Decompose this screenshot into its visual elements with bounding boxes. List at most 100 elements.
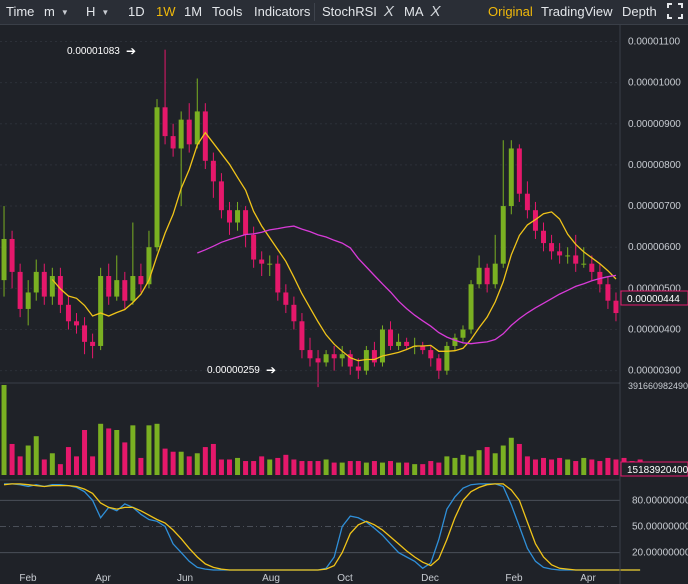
- candle[interactable]: [33, 259, 39, 301]
- candle[interactable]: [1, 206, 7, 297]
- grid-lines: [0, 40, 620, 372]
- candle[interactable]: [460, 325, 466, 342]
- volume-bar: [323, 459, 329, 475]
- candle[interactable]: [589, 255, 595, 281]
- interval-1d-button[interactable]: 1D: [128, 4, 145, 19]
- interval-1w-button[interactable]: 1W: [156, 4, 176, 19]
- interval-1m-button[interactable]: 1M: [184, 4, 203, 19]
- candle-body: [549, 243, 555, 252]
- candle[interactable]: [371, 341, 377, 367]
- candle[interactable]: [565, 247, 571, 264]
- candle-body: [218, 181, 224, 211]
- view-tradingview-button[interactable]: TradingView: [541, 4, 613, 19]
- candle[interactable]: [9, 230, 15, 289]
- view-original-button[interactable]: Original: [488, 4, 533, 19]
- candle[interactable]: [355, 358, 361, 379]
- candle[interactable]: [476, 255, 482, 289]
- time-button[interactable]: Time: [6, 4, 35, 19]
- candlestick-series[interactable]: [1, 49, 619, 388]
- candle[interactable]: [130, 222, 136, 305]
- candle[interactable]: [170, 123, 176, 157]
- candle[interactable]: [202, 103, 208, 170]
- close-icon[interactable]: X: [383, 3, 394, 20]
- candle[interactable]: [307, 337, 313, 367]
- candle[interactable]: [524, 181, 530, 219]
- candle[interactable]: [267, 255, 273, 277]
- candle[interactable]: [235, 201, 241, 231]
- candle[interactable]: [613, 292, 619, 322]
- candle[interactable]: [492, 234, 498, 289]
- candle[interactable]: [444, 341, 450, 375]
- candle[interactable]: [428, 345, 434, 367]
- candle[interactable]: [581, 247, 587, 268]
- candle[interactable]: [98, 267, 104, 351]
- candle[interactable]: [549, 234, 555, 260]
- minute-interval-dropdown[interactable]: m ▼: [44, 0, 69, 24]
- tools-button[interactable]: Tools: [212, 4, 243, 19]
- candle[interactable]: [323, 350, 329, 367]
- candle[interactable]: [90, 333, 96, 359]
- candle[interactable]: [17, 263, 23, 318]
- candle[interactable]: [41, 263, 47, 305]
- candle[interactable]: [404, 337, 410, 351]
- candle[interactable]: [339, 345, 345, 367]
- candle[interactable]: [259, 251, 265, 277]
- ma-indicator-tag[interactable]: MA X: [404, 0, 441, 24]
- expand-icon[interactable]: [666, 2, 684, 26]
- candle[interactable]: [605, 276, 611, 309]
- candle[interactable]: [436, 354, 442, 379]
- candle[interactable]: [420, 341, 426, 355]
- close-icon[interactable]: X: [430, 3, 441, 20]
- candle[interactable]: [396, 333, 402, 351]
- price-chart[interactable]: 0.00001100 0.00001000 0.00000900 0.00000800…: [0, 25, 688, 584]
- candle[interactable]: [291, 296, 297, 330]
- candle[interactable]: [106, 263, 112, 305]
- candle[interactable]: [138, 263, 144, 293]
- candle[interactable]: [210, 152, 216, 198]
- candle[interactable]: [452, 333, 458, 351]
- candle[interactable]: [65, 296, 71, 330]
- candle[interactable]: [484, 263, 490, 293]
- candle[interactable]: [508, 140, 514, 215]
- candle[interactable]: [299, 313, 305, 359]
- toolbar-divider: [314, 3, 315, 21]
- candle[interactable]: [315, 350, 321, 388]
- candle[interactable]: [573, 234, 579, 272]
- candle[interactable]: [73, 313, 79, 334]
- volume-bar: [98, 423, 104, 475]
- candle[interactable]: [275, 255, 281, 301]
- candle[interactable]: [154, 99, 160, 252]
- candle[interactable]: [186, 103, 192, 153]
- view-depth-button[interactable]: Depth: [622, 4, 657, 19]
- candle[interactable]: [500, 140, 506, 268]
- candle[interactable]: [532, 201, 538, 239]
- candle[interactable]: [162, 49, 168, 145]
- candle[interactable]: [122, 271, 128, 309]
- candle[interactable]: [363, 345, 369, 375]
- candle[interactable]: [331, 345, 337, 371]
- candle[interactable]: [114, 255, 120, 301]
- candle[interactable]: [25, 280, 31, 326]
- candle[interactable]: [194, 78, 200, 149]
- candle[interactable]: [557, 243, 563, 264]
- candle[interactable]: [379, 325, 385, 367]
- candle[interactable]: [57, 267, 63, 314]
- candle[interactable]: [347, 350, 353, 375]
- hour-interval-dropdown[interactable]: H ▼: [86, 0, 109, 24]
- candle[interactable]: [226, 201, 232, 235]
- candle[interactable]: [178, 111, 184, 207]
- candle[interactable]: [468, 280, 474, 334]
- candle[interactable]: [388, 321, 394, 351]
- candle[interactable]: [82, 317, 88, 355]
- volume-bar: [307, 461, 313, 475]
- indicators-button[interactable]: Indicators: [254, 4, 311, 19]
- candle[interactable]: [541, 222, 547, 252]
- candle[interactable]: [283, 284, 289, 314]
- candle[interactable]: [243, 206, 249, 248]
- candle[interactable]: [49, 267, 55, 305]
- stochrsi-indicator-tag[interactable]: StochRSI X: [322, 0, 394, 24]
- candle[interactable]: [218, 173, 224, 219]
- candle[interactable]: [251, 226, 257, 268]
- volume-bar: [25, 445, 31, 475]
- candle[interactable]: [516, 144, 522, 202]
